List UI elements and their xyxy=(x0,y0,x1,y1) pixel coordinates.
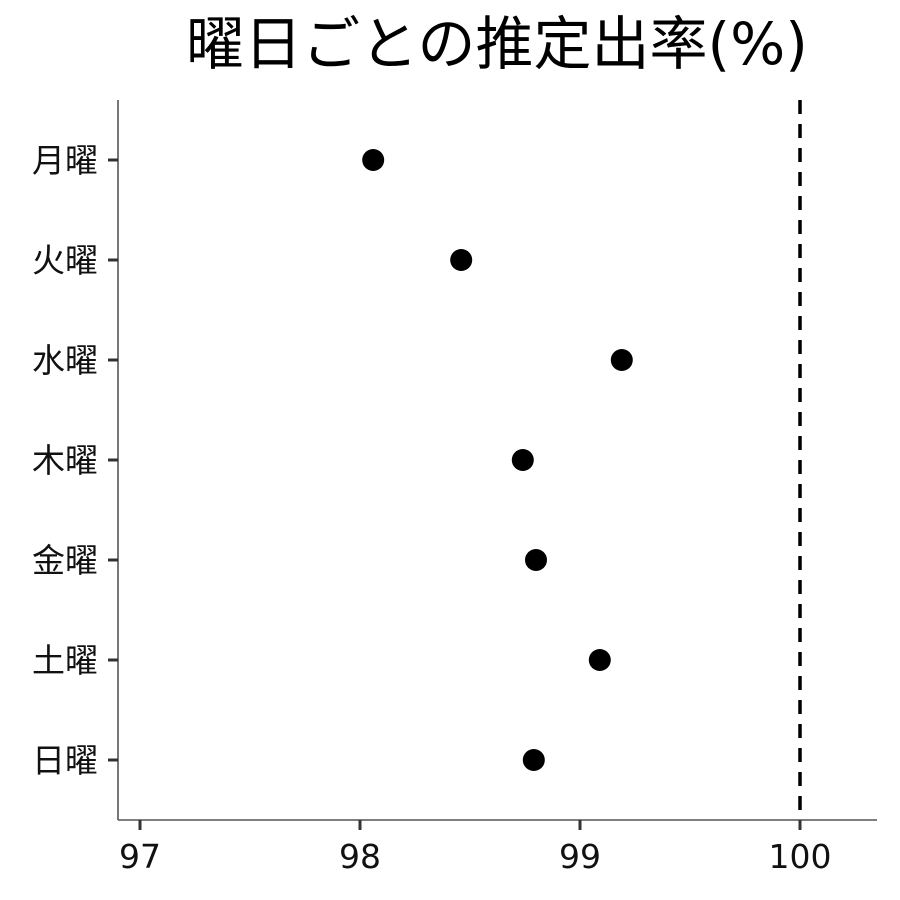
x-axis: 97 98 99 100 xyxy=(119,820,832,876)
data-points xyxy=(362,149,633,771)
x-tick-label: 97 xyxy=(119,837,161,876)
y-tick-label: 土曜 xyxy=(32,641,98,680)
x-tick-label: 100 xyxy=(769,837,832,876)
x-tick-label: 98 xyxy=(339,837,381,876)
data-point xyxy=(525,549,547,571)
y-tick-label: 木曜 xyxy=(32,441,98,480)
y-tick-label: 月曜 xyxy=(32,141,98,180)
data-point xyxy=(450,249,473,271)
data-point xyxy=(588,649,611,671)
data-point xyxy=(522,749,545,771)
data-point xyxy=(511,449,534,471)
data-point xyxy=(362,149,385,171)
y-tick-label: 火曜 xyxy=(32,241,98,280)
data-point xyxy=(610,349,633,371)
y-tick-label: 水曜 xyxy=(32,341,98,380)
chart-title: 曜日ごとの推定出率(%) xyxy=(186,10,808,78)
y-tick-label: 金曜 xyxy=(32,541,98,580)
y-tick-label: 日曜 xyxy=(32,741,98,780)
x-tick-label: 99 xyxy=(559,837,601,876)
